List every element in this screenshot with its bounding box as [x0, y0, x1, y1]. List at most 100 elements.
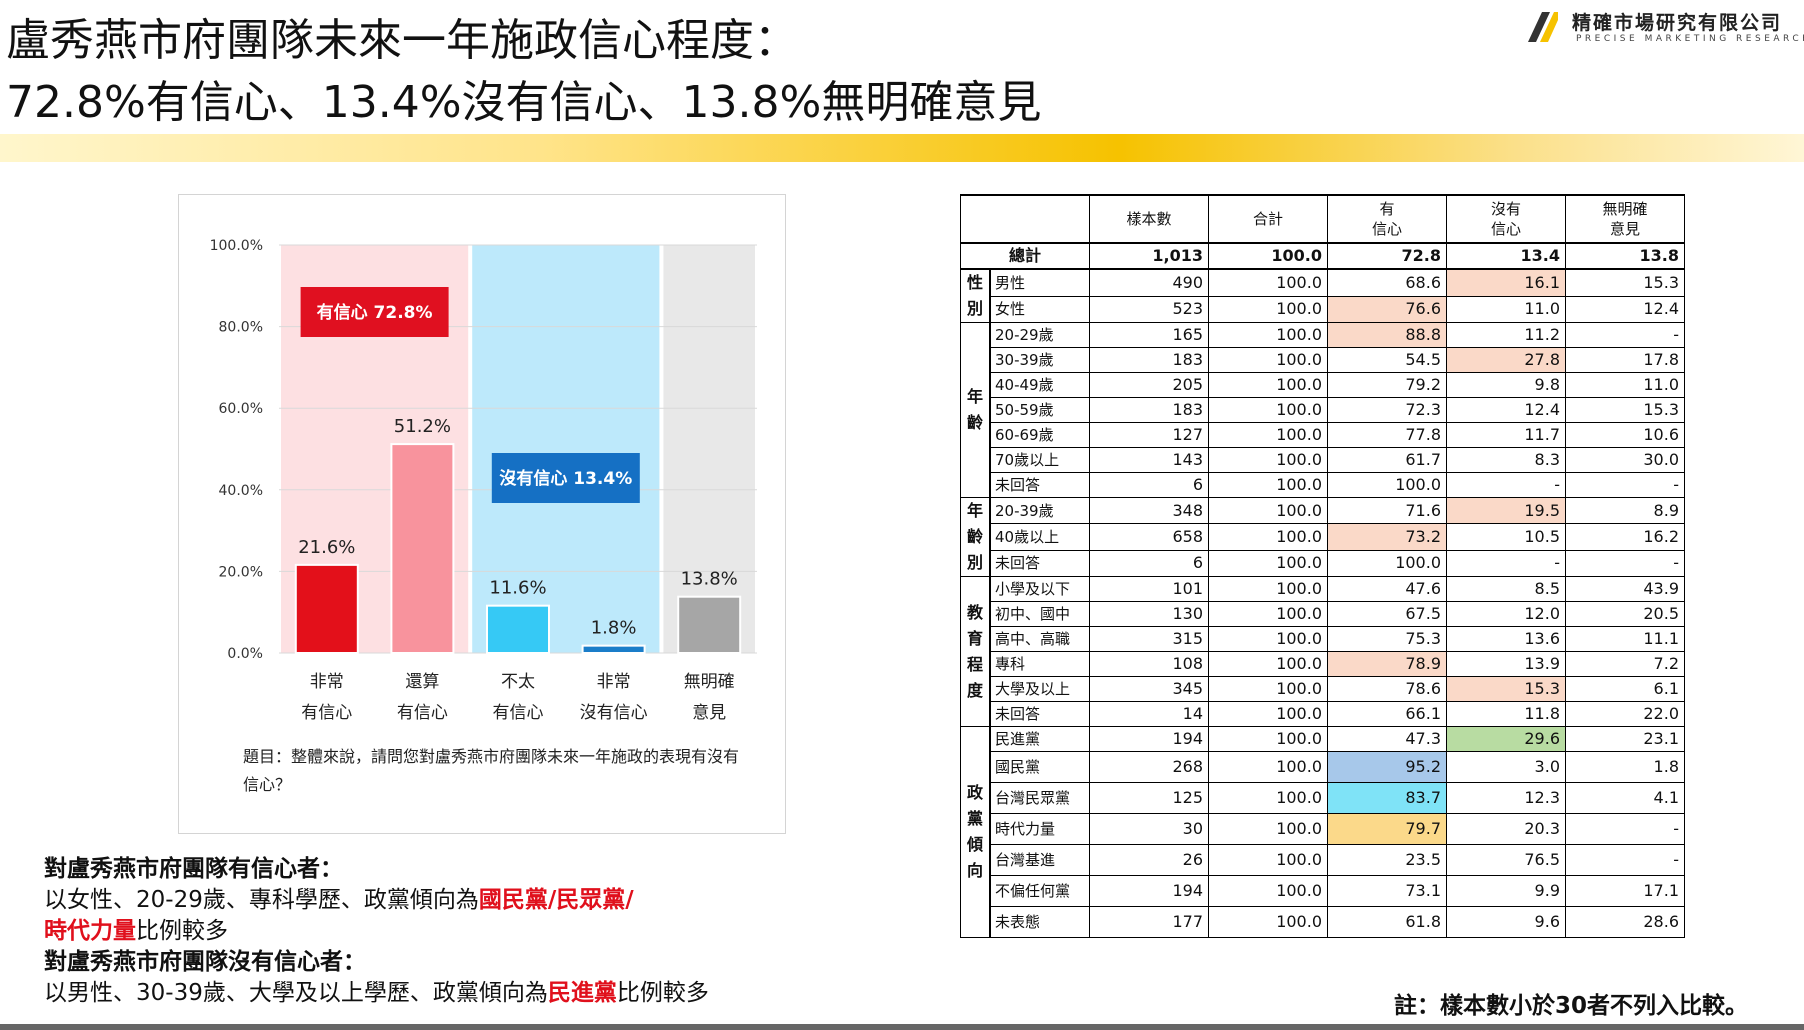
cell-value-2: 47.3: [1327, 726, 1447, 752]
cell-value-1: 100.0: [1208, 844, 1328, 876]
table-row: 初中、國中 130 100.0 67.5 12.0 20.5: [961, 601, 1685, 627]
table-row: 未表態 177 100.0 61.8 9.6 28.6: [961, 906, 1685, 938]
cell-value-1: 100.0: [1208, 676, 1328, 702]
column-header-3: 沒有 信心: [1446, 194, 1566, 244]
cell-value-3: 29.6: [1446, 726, 1566, 752]
total-value-0: 1,013: [1089, 242, 1209, 270]
cell-value-0: 183: [1089, 347, 1209, 373]
cell-value-0: 523: [1089, 295, 1209, 323]
cell-value-3: -: [1446, 549, 1566, 578]
cell-value-0: 490: [1089, 268, 1209, 297]
cell-value-1: 100.0: [1208, 549, 1328, 578]
x-category-label-3-0: 非常: [597, 672, 631, 692]
cell-value-1: 100.0: [1208, 322, 1328, 348]
bar-2: [486, 604, 550, 654]
row-label: 40-49歲: [989, 372, 1090, 398]
cell-value-3: 10.5: [1446, 523, 1566, 551]
column-header-0: 樣本數: [1089, 194, 1209, 244]
cell-value-1: 100.0: [1208, 472, 1328, 498]
y-tick-label-2: 40.0%: [219, 483, 263, 499]
group-label-1: 年齡: [960, 322, 991, 498]
table-row: 政黨傾向民進黨 194 100.0 47.3 29.6 23.1: [960, 726, 1685, 938]
cell-value-2: 68.6: [1327, 268, 1447, 297]
cell-value-4: 10.6: [1565, 422, 1685, 448]
crosstab-table: 樣本數 合計有信心 沒有 信心 無明確 意見 總計 1,013 100.0 72.8 13.4 13.…: [960, 194, 1685, 938]
cell-value-4: 6.1: [1565, 676, 1685, 702]
cell-value-0: 194: [1089, 726, 1209, 752]
group-label-box-0: [300, 287, 449, 337]
y-tick-label-3: 60.0%: [219, 401, 263, 417]
row-label: 女性: [989, 295, 1090, 323]
table-row: 專科 108 100.0 78.9 13.9 7.2: [961, 651, 1685, 677]
cell-value-4: 43.9: [1565, 576, 1685, 602]
table-row: 30-39歲 183 100.0 54.5 27.8 17.8: [961, 347, 1685, 373]
cell-value-1: 100.0: [1208, 576, 1328, 602]
row-label: 未回答: [989, 701, 1090, 727]
cell-value-2: 76.6: [1327, 295, 1447, 323]
bar-value-label-2: 11.6%: [489, 578, 546, 599]
cell-value-4: 7.2: [1565, 651, 1685, 677]
cell-value-0: 130: [1089, 601, 1209, 627]
group-label-0: 性別: [960, 268, 991, 323]
x-category-label-2-0: 不太: [501, 672, 535, 692]
cell-value-1: 100.0: [1208, 268, 1328, 297]
footnote: 註：樣本數小於30者不列入比較。: [1394, 993, 1749, 1019]
cell-value-4: 28.6: [1565, 906, 1685, 938]
row-label: 國民黨: [989, 751, 1090, 783]
cell-value-3: 11.0: [1446, 295, 1566, 323]
cell-value-2: 23.5: [1327, 844, 1447, 876]
company-logo: 精確市場研究有限公司 PRECISE MARKETING RESEARCH: [1528, 8, 1804, 48]
summary-unconfident-line: 以男性、30-39歲、大學及以上學歷、政黨傾向為民進黨比例較多: [44, 978, 804, 1009]
row-label: 20-29歲: [989, 322, 1090, 348]
table-row: 國民黨 268 100.0 95.2 3.0 1.8: [961, 751, 1685, 783]
summary-confident-text: 以女性、20-29歲、專科學歷、政黨傾向為: [44, 887, 479, 913]
row-label: 60-69歲: [989, 422, 1090, 448]
cell-value-1: 100.0: [1208, 295, 1328, 323]
chart-group-bg-2: [663, 245, 755, 653]
cell-value-4: 17.8: [1565, 347, 1685, 373]
group-label-box-1: [491, 453, 640, 503]
cell-value-3: 11.8: [1446, 701, 1566, 727]
cell-value-3: 12.4: [1446, 397, 1566, 423]
cell-value-1: 100.0: [1208, 751, 1328, 783]
cell-value-0: 348: [1089, 496, 1209, 525]
row-label: 未表態: [989, 906, 1090, 938]
y-tick-label-0: 0.0%: [227, 646, 263, 662]
table-row: 時代力量 30 100.0 79.7 20.3-: [961, 813, 1685, 845]
bar-value-label-1: 51.2%: [394, 416, 451, 437]
cell-value-3: 12.3: [1446, 782, 1566, 814]
row-label: 未回答: [989, 549, 1090, 578]
bar-0: [294, 563, 359, 655]
bar-value-label-0: 21.6%: [298, 537, 355, 558]
cell-value-2: 61.8: [1327, 906, 1447, 938]
cell-value-4: 15.3: [1565, 397, 1685, 423]
cell-value-0: 177: [1089, 906, 1209, 938]
summary-confident-line-2: 時代力量比例較多: [44, 916, 804, 947]
cell-value-0: 315: [1089, 626, 1209, 652]
summary-unconfident-highlight: 民進黨: [547, 980, 617, 1006]
cell-value-1: 100.0: [1208, 422, 1328, 448]
row-label: 40歲以上: [989, 523, 1090, 551]
table-row: 教育程度小學及以下 101 100.0 47.6 8.5 43.9: [960, 576, 1685, 727]
row-label: 30-39歲: [989, 347, 1090, 373]
logo-mark-icon: [1528, 12, 1558, 42]
cell-value-1: 100.0: [1208, 875, 1328, 907]
cell-value-1: 100.0: [1208, 496, 1328, 525]
cell-value-2: 66.1: [1327, 701, 1447, 727]
group-label-1: 沒有信心 13.4%: [499, 468, 632, 489]
cell-value-2: 72.3: [1327, 397, 1447, 423]
cell-value-0: 14: [1089, 701, 1209, 727]
bar-value-label-4: 13.8%: [681, 569, 738, 590]
cell-value-3: 13.6: [1446, 626, 1566, 652]
cell-value-2: 95.2: [1327, 751, 1447, 783]
bar-4: [677, 595, 742, 655]
cell-value-2: 100.0: [1327, 549, 1447, 578]
cell-value-4: 1.8: [1565, 751, 1685, 783]
row-label: 大學及以上: [989, 676, 1090, 702]
row-label: 未回答: [989, 472, 1090, 498]
summary-confident-highlight-2: 時代力量: [44, 918, 136, 944]
table-row: 70歲以上 143 100.0 61.7 8.3 30.0: [961, 447, 1685, 473]
cell-value-3: 27.8: [1446, 347, 1566, 373]
row-label: 台灣基進: [989, 844, 1090, 876]
cell-value-3: 13.9: [1446, 651, 1566, 677]
